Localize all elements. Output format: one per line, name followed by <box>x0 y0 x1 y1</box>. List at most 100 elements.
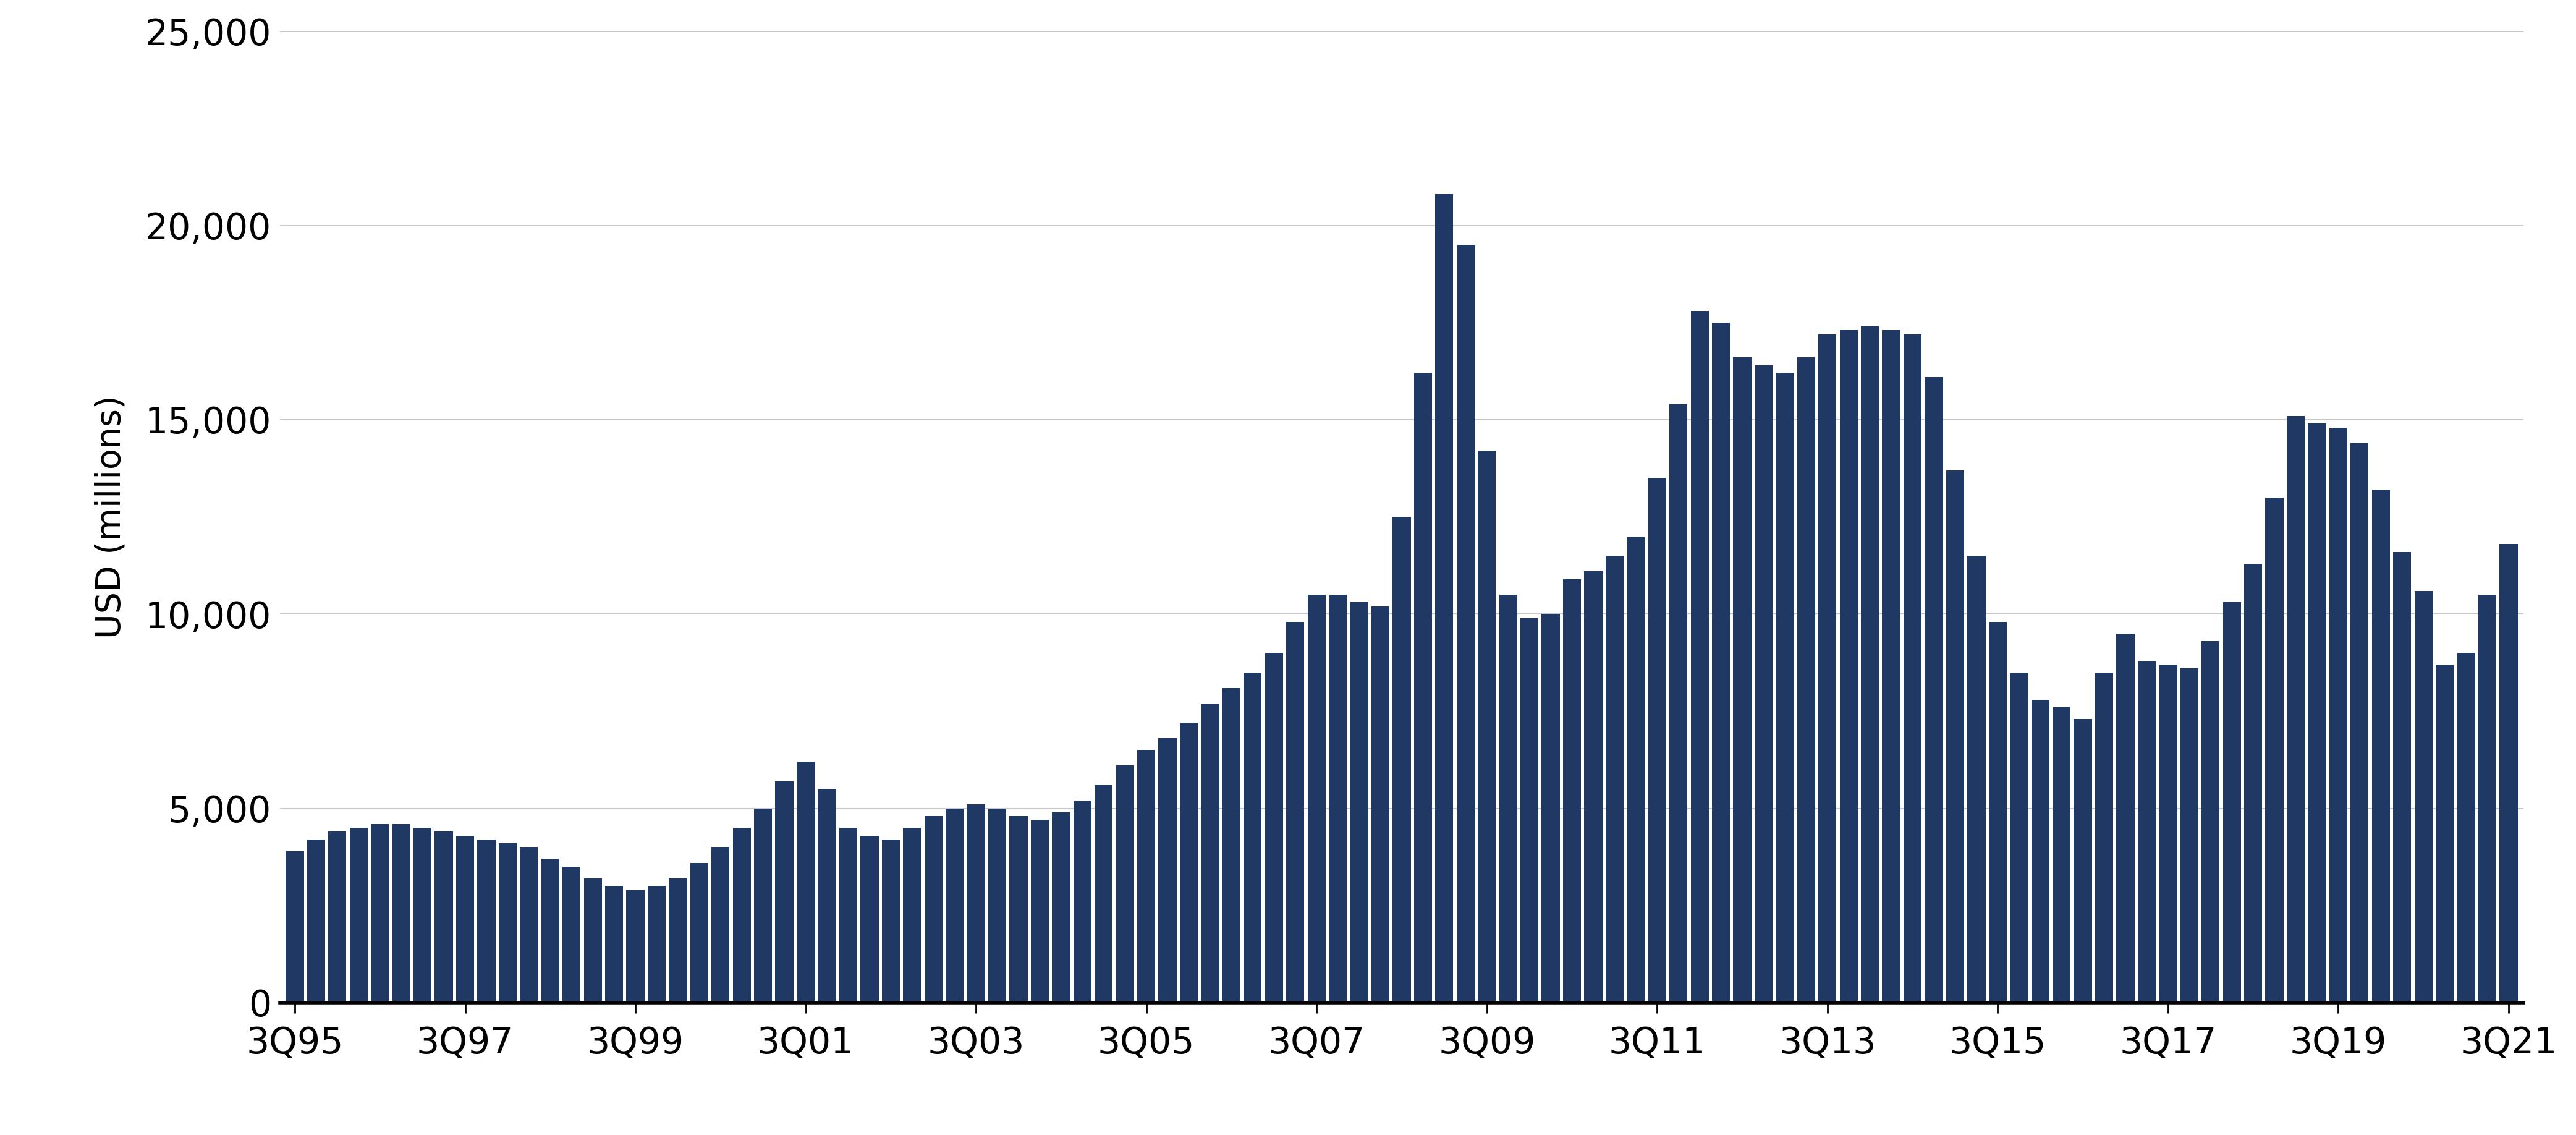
Bar <box>307 840 325 1002</box>
Bar <box>1669 404 1687 1002</box>
Bar <box>2074 718 2092 1002</box>
Bar <box>2179 669 2197 1002</box>
Bar <box>925 816 943 1002</box>
Bar <box>775 781 793 1002</box>
Bar <box>1520 617 1538 1002</box>
Bar <box>2094 672 2112 1002</box>
Bar <box>1244 672 1262 1002</box>
Bar <box>2287 415 2306 1002</box>
Bar <box>2138 661 2156 1002</box>
Bar <box>1713 322 1731 1002</box>
Bar <box>2478 595 2496 1002</box>
Bar <box>904 827 922 1002</box>
Bar <box>2264 497 2282 1002</box>
Bar <box>2499 544 2517 1002</box>
Bar <box>1095 785 1113 1002</box>
Bar <box>1754 365 1772 1002</box>
Bar <box>2437 665 2455 1002</box>
Bar <box>585 878 603 1002</box>
Bar <box>989 808 1007 1002</box>
Bar <box>1265 653 1283 1002</box>
Bar <box>2458 653 2476 1002</box>
Bar <box>647 886 665 1002</box>
Bar <box>1584 571 1602 1002</box>
Bar <box>819 789 837 1002</box>
Bar <box>732 827 750 1002</box>
Bar <box>1649 478 1667 1002</box>
Bar <box>1499 595 1517 1002</box>
Bar <box>1435 194 1453 1002</box>
Bar <box>1989 622 2007 1002</box>
Bar <box>520 847 538 1002</box>
Bar <box>2223 603 2241 1002</box>
Bar <box>1136 750 1154 1002</box>
Bar <box>392 824 410 1002</box>
Bar <box>711 847 729 1002</box>
Bar <box>1115 766 1133 1002</box>
Bar <box>860 835 878 1002</box>
Bar <box>840 827 858 1002</box>
Y-axis label: USD (millions): USD (millions) <box>95 395 129 639</box>
Bar <box>1285 622 1303 1002</box>
Bar <box>1775 373 1793 1002</box>
Bar <box>2032 699 2050 1002</box>
Bar <box>2159 665 2177 1002</box>
Bar <box>1051 813 1069 1002</box>
Bar <box>1394 516 1412 1002</box>
Bar <box>1414 373 1432 1002</box>
Bar <box>1564 579 1582 1002</box>
Bar <box>1350 603 1368 1002</box>
Bar <box>1628 537 1646 1002</box>
Bar <box>286 851 304 1002</box>
Bar <box>562 867 580 1002</box>
Bar <box>1734 358 1752 1002</box>
Bar <box>755 808 773 1002</box>
Bar <box>1540 614 1558 1002</box>
Bar <box>1819 334 1837 1002</box>
Bar <box>1030 819 1048 1002</box>
Bar <box>1479 451 1497 1002</box>
Bar <box>966 805 984 1002</box>
Bar <box>1329 595 1347 1002</box>
Bar <box>605 886 623 1002</box>
Bar <box>945 808 963 1002</box>
Bar <box>327 832 345 1002</box>
Bar <box>1309 595 1327 1002</box>
Bar <box>1010 816 1028 1002</box>
Bar <box>670 878 688 1002</box>
Bar <box>1860 327 1878 1002</box>
Bar <box>2202 641 2221 1002</box>
Bar <box>1924 377 1942 1002</box>
Bar <box>1180 723 1198 1002</box>
Bar <box>1605 556 1623 1002</box>
Bar <box>1839 330 1857 1002</box>
Bar <box>1074 800 1092 1002</box>
Bar <box>2117 633 2136 1002</box>
Bar <box>1690 311 1708 1002</box>
Bar <box>1968 556 1986 1002</box>
Bar <box>415 827 433 1002</box>
Bar <box>690 863 708 1002</box>
Bar <box>371 824 389 1002</box>
Bar <box>2393 552 2411 1002</box>
Bar <box>1455 245 1473 1002</box>
Bar <box>796 762 814 1002</box>
Bar <box>500 843 518 1002</box>
Bar <box>2053 707 2071 1002</box>
Bar <box>541 859 559 1002</box>
Bar <box>1200 704 1218 1002</box>
Bar <box>2414 590 2432 1002</box>
Bar <box>2244 563 2262 1002</box>
Bar <box>2372 489 2391 1002</box>
Bar <box>2308 423 2326 1002</box>
Bar <box>456 835 474 1002</box>
Bar <box>477 840 495 1002</box>
Bar <box>350 827 368 1002</box>
Bar <box>2009 672 2027 1002</box>
Bar <box>1159 739 1177 1002</box>
Bar <box>1224 688 1242 1002</box>
Bar <box>626 890 644 1002</box>
Bar <box>881 840 899 1002</box>
Bar <box>2329 428 2347 1002</box>
Bar <box>435 832 453 1002</box>
